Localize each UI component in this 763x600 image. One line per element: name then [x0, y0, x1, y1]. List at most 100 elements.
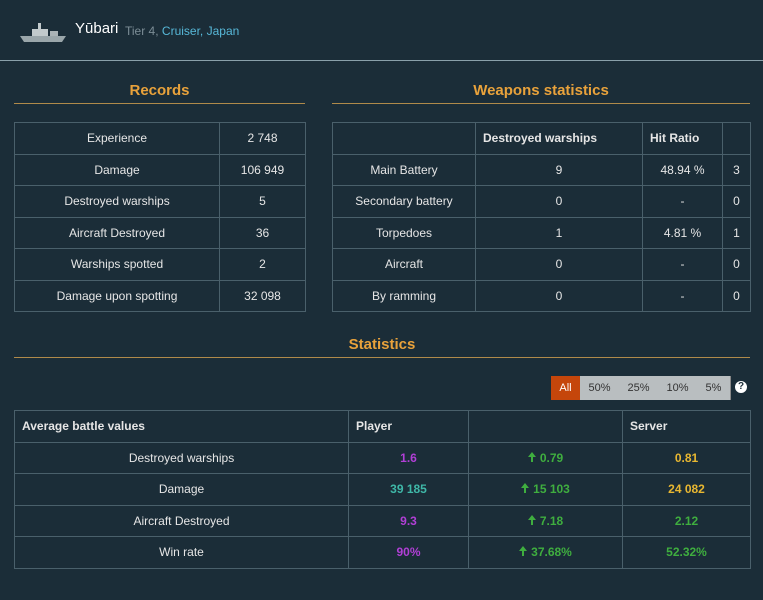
row: Aircraft Destroyed 36 [14, 216, 306, 249]
cell: 4.81 % [642, 216, 723, 249]
label: Damage [14, 473, 349, 506]
player-value: 39 185 [348, 473, 469, 506]
value: 2 [219, 248, 306, 281]
cell: 0 [475, 185, 643, 218]
filter-button[interactable]: 10% [658, 376, 698, 400]
diff-cell: 15 103 [468, 473, 623, 506]
cell: 9 [475, 153, 643, 186]
diff-cell: 0.79 [468, 441, 623, 474]
player-value: 1.6 [348, 441, 469, 474]
header: Average battle values [14, 410, 349, 443]
server-value: 24 082 [622, 473, 751, 506]
statistics-table: Average battle values Player Server Destroy… [14, 410, 751, 569]
up-arrow [519, 546, 528, 557]
player-value: 9.3 [348, 504, 469, 537]
cell: Aircraft [332, 248, 476, 281]
cell [332, 122, 476, 155]
diff-cell: 7.18 [468, 504, 623, 537]
row: Damage upon spotting 32 098 [14, 279, 306, 312]
label: Damage [14, 153, 220, 186]
header: Player [348, 410, 469, 443]
row: Experience 2 748 [14, 122, 306, 155]
up-arrow [527, 514, 536, 525]
row: Damage 39 185 15 103 24 082 [14, 473, 751, 506]
row: Torpedoes 1 4.81 % 1 [332, 216, 751, 249]
filter-button[interactable]: 25% [619, 376, 659, 400]
cell: - [642, 185, 723, 218]
row: By ramming 0-0 [332, 279, 751, 312]
diff-value: 0.79 [539, 450, 564, 465]
label: Win rate [14, 536, 349, 569]
cell: 0 [722, 248, 751, 281]
row: Main Battery 9 48.94 % 3 [332, 153, 751, 186]
label: Experience [14, 122, 220, 155]
header: Destroyed warships [475, 122, 643, 155]
up-arrow [521, 483, 530, 494]
row: Warships spotted 2 [14, 248, 306, 281]
cell: 1 [722, 216, 751, 249]
label: Destroyed warships [14, 185, 220, 218]
cell: 0 [722, 185, 751, 218]
value: 36 [219, 216, 306, 249]
header: Hit Ratio [642, 122, 723, 155]
row: Aircraft 0-0 [332, 248, 751, 281]
row: Win rate 90% 37.68% 52.32% [14, 536, 751, 569]
row: Aircraft Destroyed 9.3 7.18 2.12 [14, 504, 751, 537]
cell: 0 [475, 248, 643, 281]
up-arrow [527, 451, 536, 462]
weapons-title: Weapons statistics [332, 82, 750, 104]
ship-name: Yūbari [75, 20, 119, 37]
filter-button[interactable]: 50% [580, 376, 620, 400]
cell [468, 410, 623, 443]
cell: Secondary battery [332, 185, 476, 218]
header: Yūbari Tier 4, Cruiser, Japan [0, 0, 763, 61]
cell: 1 [475, 216, 643, 249]
row: Destroyed warships 1.6 0.79 0.81 [14, 441, 751, 474]
server-value: 52.32% [622, 536, 751, 569]
records-table: Experience 2 748 Damage 106 949 Destroyed wa… [14, 122, 306, 312]
diff-value: 7.18 [539, 513, 564, 528]
cell: 3 [722, 153, 751, 186]
value: 5 [219, 185, 306, 218]
cell: Torpedoes [332, 216, 476, 249]
cell: - [642, 248, 723, 281]
ship-icon [20, 23, 66, 42]
records-title: Records [14, 82, 305, 104]
label: Aircraft Destroyed [14, 216, 220, 249]
diff-value: 15 103 [533, 482, 570, 497]
label: Destroyed warships [14, 441, 349, 474]
cell: By ramming [332, 279, 476, 312]
cell: 0 [475, 279, 643, 312]
header-row: Destroyed warships Hit Ratio [332, 122, 751, 155]
class: Cruiser, [161, 24, 204, 38]
value: 32 098 [219, 279, 306, 312]
help-icon[interactable]: ? [735, 381, 747, 393]
statistics-title: Statistics [14, 336, 750, 358]
nation: Japan [206, 24, 240, 38]
header-row: Average battle values Player Server [14, 410, 751, 443]
weapons-table: Destroyed warships Hit Ratio Main Battery 9… [332, 122, 751, 312]
value: 106 949 [219, 153, 306, 186]
row: Secondary battery 0-0 [332, 185, 751, 218]
cell: Main Battery [332, 153, 476, 186]
label: Aircraft Destroyed [14, 504, 349, 537]
row: Damage 106 949 [14, 153, 306, 186]
label: Warships spotted [14, 248, 220, 281]
server-value: 0.81 [622, 441, 751, 474]
player-value: 90% [348, 536, 469, 569]
cell: 48.94 % [642, 153, 723, 186]
header: Server [622, 410, 751, 443]
diff-value: 37.68% [531, 545, 572, 560]
cell [722, 122, 751, 155]
cell: - [642, 279, 723, 312]
filter-button[interactable]: All [551, 376, 581, 400]
diff-cell: 37.68% [468, 536, 623, 569]
server-value: 2.12 [622, 504, 751, 537]
filter-button[interactable]: 5% [697, 376, 731, 400]
row: Destroyed warships 5 [14, 185, 306, 218]
value: 2 748 [219, 122, 306, 155]
cell: 0 [722, 279, 751, 312]
label: Damage upon spotting [14, 279, 220, 312]
tier: Tier 4, [125, 24, 159, 38]
